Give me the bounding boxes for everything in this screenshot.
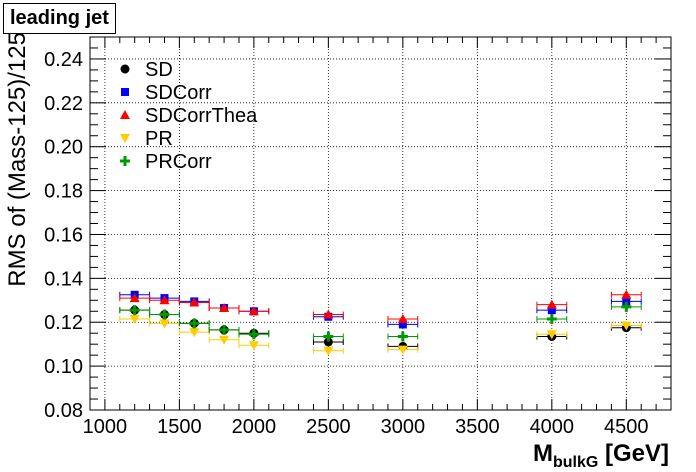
data-point: [219, 302, 230, 312]
x-tick-label: 1500: [157, 416, 202, 438]
data-point: [621, 321, 632, 331]
legend-label: SD: [145, 59, 173, 81]
legend-label: PRCorr: [145, 151, 212, 173]
data-point: [219, 335, 230, 345]
x-tick-label: 3500: [455, 416, 500, 438]
y-tick-label: 0.10: [44, 356, 83, 378]
y-tick-label: 0.08: [44, 400, 83, 422]
data-point: [397, 313, 408, 323]
data-point: [622, 297, 631, 306]
data-point: [159, 309, 170, 320]
chart-title: leading jet: [3, 3, 116, 34]
data-point: [189, 297, 200, 307]
data-point: [248, 306, 259, 316]
data-point: [397, 331, 408, 342]
data-point: [219, 324, 230, 335]
x-tick-label: 4000: [530, 416, 575, 438]
legend-marker: [120, 156, 130, 166]
data-point: [189, 328, 200, 338]
data-point: [398, 320, 407, 329]
y-tick-label: 0.14: [44, 268, 83, 290]
data-point: [621, 289, 632, 299]
data-point: [129, 293, 140, 303]
axis-ticks: [90, 36, 672, 411]
data-point: [129, 305, 140, 316]
legend-marker: [121, 88, 129, 96]
series-prcorr: [119, 301, 642, 342]
data-point: [323, 337, 333, 347]
y-axis-label: RMS of (Mass-125)/125: [4, 32, 31, 287]
x-tick-label: 2500: [306, 416, 351, 438]
data-point: [547, 306, 556, 315]
legend-marker: [120, 110, 130, 119]
series-sdcorrthea: [119, 289, 642, 323]
x-axis-label-unit: [GeV]: [605, 440, 669, 467]
data-point: [323, 331, 334, 342]
legend-marker: [120, 134, 130, 143]
legend-label: SDCorrThea: [145, 105, 258, 127]
x-tick-label: 1000: [83, 416, 128, 438]
data-points: [119, 289, 642, 356]
data-point: [159, 319, 170, 329]
data-point: [546, 313, 557, 324]
data-point: [159, 295, 170, 305]
data-point: [248, 341, 259, 351]
y-tick-label: 0.22: [44, 93, 83, 115]
x-tick-label: 2000: [232, 416, 277, 438]
y-tick-label: 0.12: [44, 312, 83, 334]
x-tick-labels: 1000 1500 2000 2500 3000 3500 4000 4500: [83, 416, 649, 438]
data-point: [129, 314, 140, 324]
legend-label: PR: [145, 128, 173, 150]
y-tick-labels: 0.08 0.10 0.12 0.14 0.16 0.18 0.20 0.22 0.24: [44, 49, 83, 422]
y-tick-label: 0.24: [44, 49, 83, 71]
data-point: [323, 309, 334, 319]
data-point: [546, 330, 557, 340]
data-point: [546, 299, 557, 309]
y-tick-label: 0.16: [44, 224, 83, 246]
x-tick-label: 3000: [381, 416, 426, 438]
y-tick-label: 0.20: [44, 137, 83, 159]
legend-label: SDCorr: [145, 82, 212, 104]
data-point: [397, 345, 408, 355]
x-axis-label-main: M: [533, 440, 553, 467]
grid: [90, 37, 671, 410]
x-axis-label-unit-space: [598, 440, 605, 467]
y-tick-label: 0.18: [44, 181, 83, 203]
legend-marker: [120, 64, 130, 74]
data-point: [248, 329, 259, 340]
data-point: [189, 318, 200, 329]
data-point: [323, 346, 334, 356]
x-tick-label: 4500: [604, 416, 649, 438]
data-point: [621, 301, 632, 312]
x-axis-label: MbulkG [GeV]: [533, 440, 669, 471]
x-axis-label-subscript: bulkG: [553, 454, 598, 471]
